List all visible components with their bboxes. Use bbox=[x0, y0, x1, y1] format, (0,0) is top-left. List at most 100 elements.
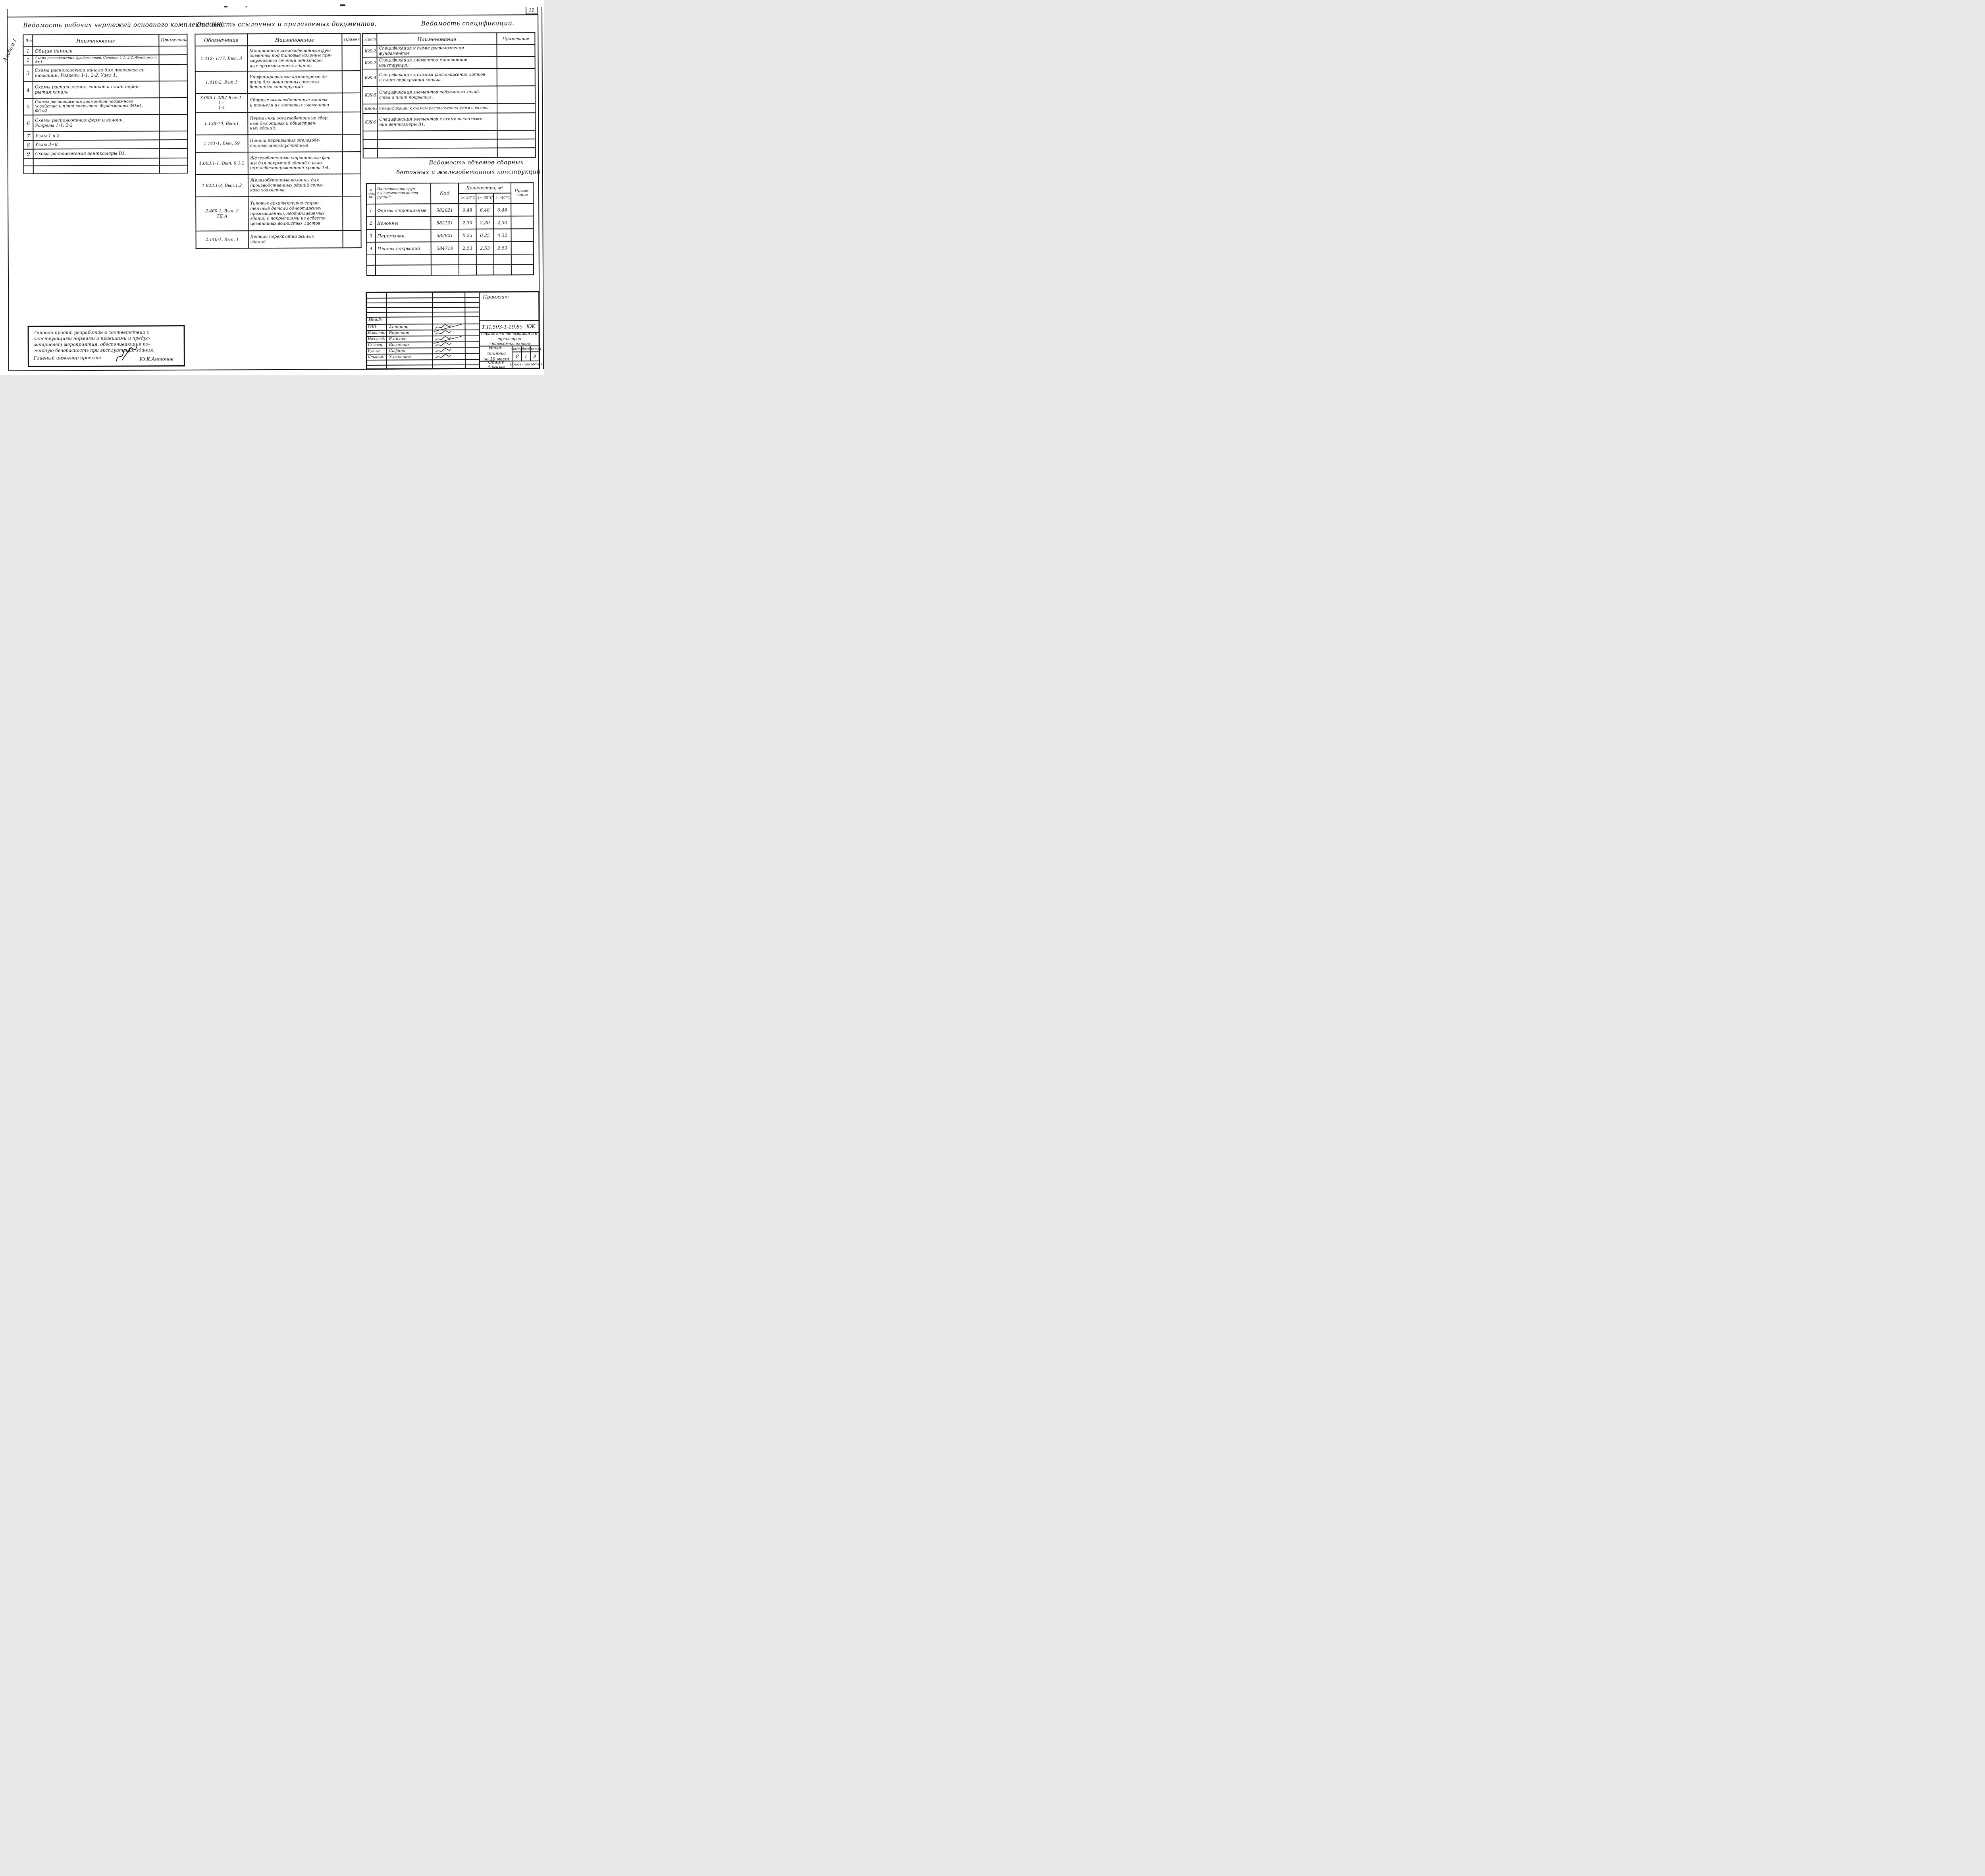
cell-note bbox=[159, 64, 187, 81]
cell-designation: 1.063.1-1, Вып. 0;1;2 bbox=[195, 152, 248, 175]
cell-note bbox=[497, 86, 536, 104]
cell-note bbox=[343, 230, 361, 248]
sheet-title: Навес-стоянка на 10 мест bbox=[483, 345, 509, 362]
empty-cell bbox=[511, 254, 534, 265]
empty-cell bbox=[33, 165, 160, 174]
empty-cell bbox=[377, 148, 497, 158]
empty-cell bbox=[493, 254, 511, 265]
cell-note bbox=[159, 46, 187, 55]
page-number-box: 12 bbox=[526, 7, 538, 15]
cell-t20: 0,25 bbox=[459, 229, 476, 242]
col-header-name: Наименование bbox=[247, 33, 342, 46]
table-row: 1.823.1-2, Вып.1,2 Железобетонные колонн… bbox=[195, 174, 361, 197]
col-header-name: Наименование bbox=[33, 34, 159, 47]
sheet-title-row: Навес-стоянка на 10 мест Стадия Лист Лис… bbox=[480, 345, 541, 362]
cell-group: Перемычки bbox=[375, 229, 431, 242]
cell-num: 6 bbox=[23, 115, 33, 132]
empty-cell bbox=[497, 130, 536, 139]
cell-t30: 0,25 bbox=[476, 229, 494, 242]
cell-name: Монолитные железобетонные фун- даменты п… bbox=[247, 45, 342, 71]
cell-t40: 0,32 bbox=[493, 229, 511, 242]
cell-code: 582621 bbox=[431, 203, 459, 217]
content-title: Общие данные bbox=[488, 359, 505, 370]
sheet-value: 1 bbox=[524, 353, 528, 359]
col-header-sheet: Лист bbox=[362, 33, 377, 45]
role-name: Сафина bbox=[389, 349, 406, 353]
cell-note bbox=[511, 241, 534, 255]
cell-name: Общие данные bbox=[33, 46, 159, 56]
cell-note bbox=[497, 103, 536, 113]
cell-note bbox=[497, 113, 536, 131]
working-drawings-table: Лист Наименование Примечание 1 Общие дан… bbox=[23, 34, 188, 174]
cell-note bbox=[159, 148, 188, 158]
table-row: 1.410-2, Вып.1 Унифицированные арматурны… bbox=[195, 71, 360, 94]
cell-sheet: КЖ-4 bbox=[362, 69, 377, 87]
cell-t30: 2,53 bbox=[476, 241, 494, 255]
table-row: 1.141-1, Вып. 59 Панели перекрытия желез… bbox=[195, 134, 361, 152]
empty-cell bbox=[431, 254, 459, 265]
cell-no: 2 bbox=[366, 216, 376, 229]
empty-row bbox=[23, 165, 188, 174]
cell-name: Типовые архитектурно-строи- тельные дета… bbox=[248, 196, 343, 231]
cell-note bbox=[511, 229, 534, 242]
header-row: № стро- ки Наименование груп- пы элемент… bbox=[366, 183, 534, 204]
col-header-t30: t=-30°C bbox=[476, 193, 494, 204]
col-header-note: Примечан. bbox=[342, 33, 360, 46]
drawing-sheet: 12 Альбом I Ведомость рабочих чертежей о… bbox=[0, 0, 544, 375]
table-row: 2 Схема расположения фундаментов. Сечени… bbox=[23, 54, 187, 66]
cell-no: 4 bbox=[366, 242, 376, 255]
table-row: 4 Схемы расположения лотков и плит перек… bbox=[23, 81, 188, 99]
table-row: 8 Узлы 3÷8 bbox=[23, 140, 188, 150]
empty-cell bbox=[459, 254, 476, 265]
empty-cell bbox=[476, 264, 494, 275]
cell-name: Железобетонные колонны для производствен… bbox=[248, 174, 343, 197]
cell-note bbox=[342, 71, 360, 93]
role-name: Антонов bbox=[389, 325, 409, 330]
empty-cell bbox=[459, 264, 476, 275]
cell-t20: 2,53 bbox=[459, 241, 476, 255]
cell-note bbox=[159, 98, 188, 115]
cell-sheet: КЖ-2 bbox=[362, 57, 377, 69]
cell-name: Схемы расположения лотков и плит перек- … bbox=[33, 81, 160, 98]
cell-name: Сборные железобетонные каналы и тоннели … bbox=[247, 93, 343, 113]
volumes-title-line2: бетонных и железобетонных конструкций bbox=[396, 169, 541, 176]
table-row: 5 Схемы расположения элементов подземног… bbox=[23, 98, 188, 116]
cell-group: Колонны bbox=[375, 216, 431, 229]
cell-designation: 2.460-1, Вып. 2 ТД А bbox=[196, 197, 249, 231]
cell-name: Схема расположения венткамеры В1. bbox=[33, 148, 160, 159]
cell-name: Схемы расположения элементов подземного … bbox=[33, 98, 160, 115]
organization-name: Союзгипролесхоз bbox=[510, 362, 542, 367]
cell-note bbox=[511, 216, 534, 229]
stamp-line bbox=[367, 364, 480, 366]
cell-num: 7 bbox=[23, 131, 33, 141]
binding-label: Привязан: bbox=[483, 294, 509, 300]
signoff-name: Ю.К.Антонов bbox=[139, 356, 173, 362]
table-row: 1 Фермы стропильные 582621 6,48 6,48 6,4… bbox=[366, 203, 534, 217]
cell-note bbox=[159, 81, 188, 98]
cell-designation: 3.006.1-2/82 Вып.1-1÷ 1-4 bbox=[195, 93, 248, 113]
set-code: КЖ bbox=[526, 324, 536, 330]
table-row: 9 Схема расположения венткамеры В1. bbox=[23, 148, 188, 159]
frame-top-line bbox=[7, 14, 539, 17]
role-name: Воронков bbox=[389, 330, 409, 335]
cell-name: Спецификация к схеме расположения фундам… bbox=[377, 44, 497, 57]
role-title: Гл.спец. bbox=[368, 343, 384, 347]
signoff-label: Главный инженер проекта bbox=[33, 355, 101, 361]
stamp-line bbox=[367, 311, 480, 313]
table-row: 1.138-10, Вып.1 Перемычки железобетонные… bbox=[195, 112, 361, 135]
empty-cell bbox=[377, 139, 497, 148]
cell-name: Спецификации к схемам расположения ферм … bbox=[377, 103, 497, 114]
sheets-value: 9 bbox=[533, 353, 536, 359]
table-row: 6 Схемы расположения ферм и колонн. Разр… bbox=[23, 114, 188, 132]
role-title: Н.контр. bbox=[368, 331, 385, 335]
col-header-row-no: № стро- ки bbox=[366, 183, 376, 204]
col-header-t20: t=-20°C bbox=[459, 193, 476, 204]
cell-note bbox=[342, 112, 361, 135]
cell-t20: 6,48 bbox=[459, 203, 476, 216]
empty-cell bbox=[375, 265, 431, 276]
frame-right-outer-line bbox=[542, 7, 544, 369]
cell-note bbox=[342, 174, 361, 197]
col-header-note: Примечание bbox=[159, 34, 187, 46]
empty-cell bbox=[511, 264, 534, 275]
cell-note bbox=[159, 131, 188, 140]
